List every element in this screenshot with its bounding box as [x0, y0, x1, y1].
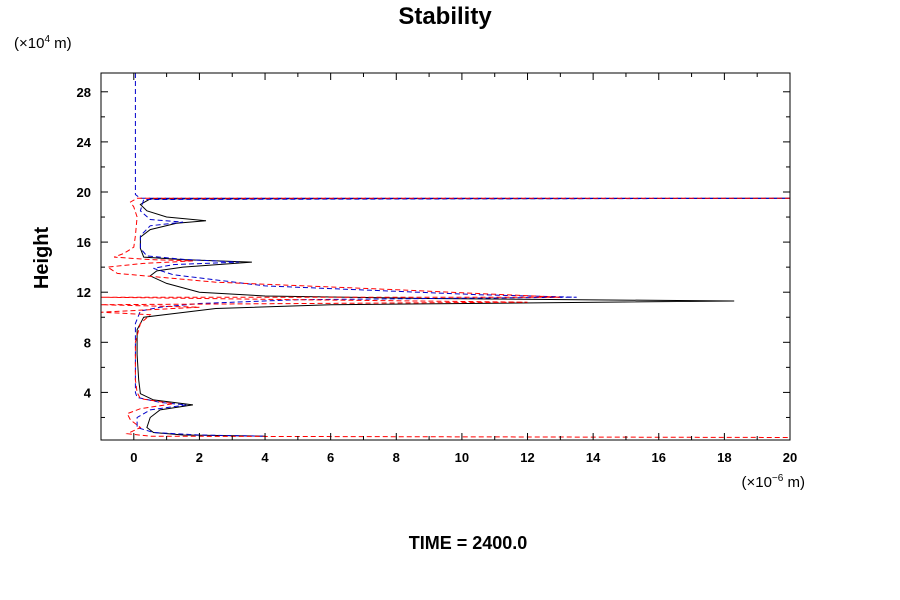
y-tick-label: 4	[84, 385, 92, 400]
x-tick-label: 12	[520, 450, 534, 465]
x-tick-label: 8	[393, 450, 400, 465]
y-tick-label: 16	[77, 235, 91, 250]
y-tick-label: 8	[84, 335, 91, 350]
chart-title: Stability	[398, 3, 492, 30]
y-tick-label: 12	[77, 285, 91, 300]
x-unit-label: (×10−6 m)	[741, 473, 805, 491]
series-line-3	[101, 197, 790, 438]
y-unit-label: (×104 m)	[14, 34, 72, 52]
x-tick-label: 20	[783, 450, 797, 465]
y-axis: 4 8 12 16 20 24 28	[77, 85, 790, 418]
series-line-2	[134, 73, 790, 437]
x-tick-label: 14	[586, 450, 601, 465]
x-tick-label: 16	[652, 450, 666, 465]
y-axis-label: Height	[31, 227, 53, 290]
x-tick-label: 2	[196, 450, 203, 465]
time-label: TIME = 2400.0	[409, 533, 528, 553]
y-tick-label: 28	[77, 85, 91, 100]
series-line-1	[136, 197, 790, 437]
plot-frame	[100, 72, 791, 441]
x-tick-label: 4	[261, 450, 269, 465]
x-tick-label: 10	[455, 450, 469, 465]
series-layer	[101, 73, 790, 438]
y-tick-label: 24	[77, 135, 92, 150]
x-tick-label: 6	[327, 450, 334, 465]
y-tick-label: 20	[77, 185, 91, 200]
x-axis: 0 2 4 6 8 10 12 14 16 18 20	[100, 73, 797, 465]
x-tick-label: 18	[717, 450, 731, 465]
x-tick-label: 0	[130, 450, 137, 465]
